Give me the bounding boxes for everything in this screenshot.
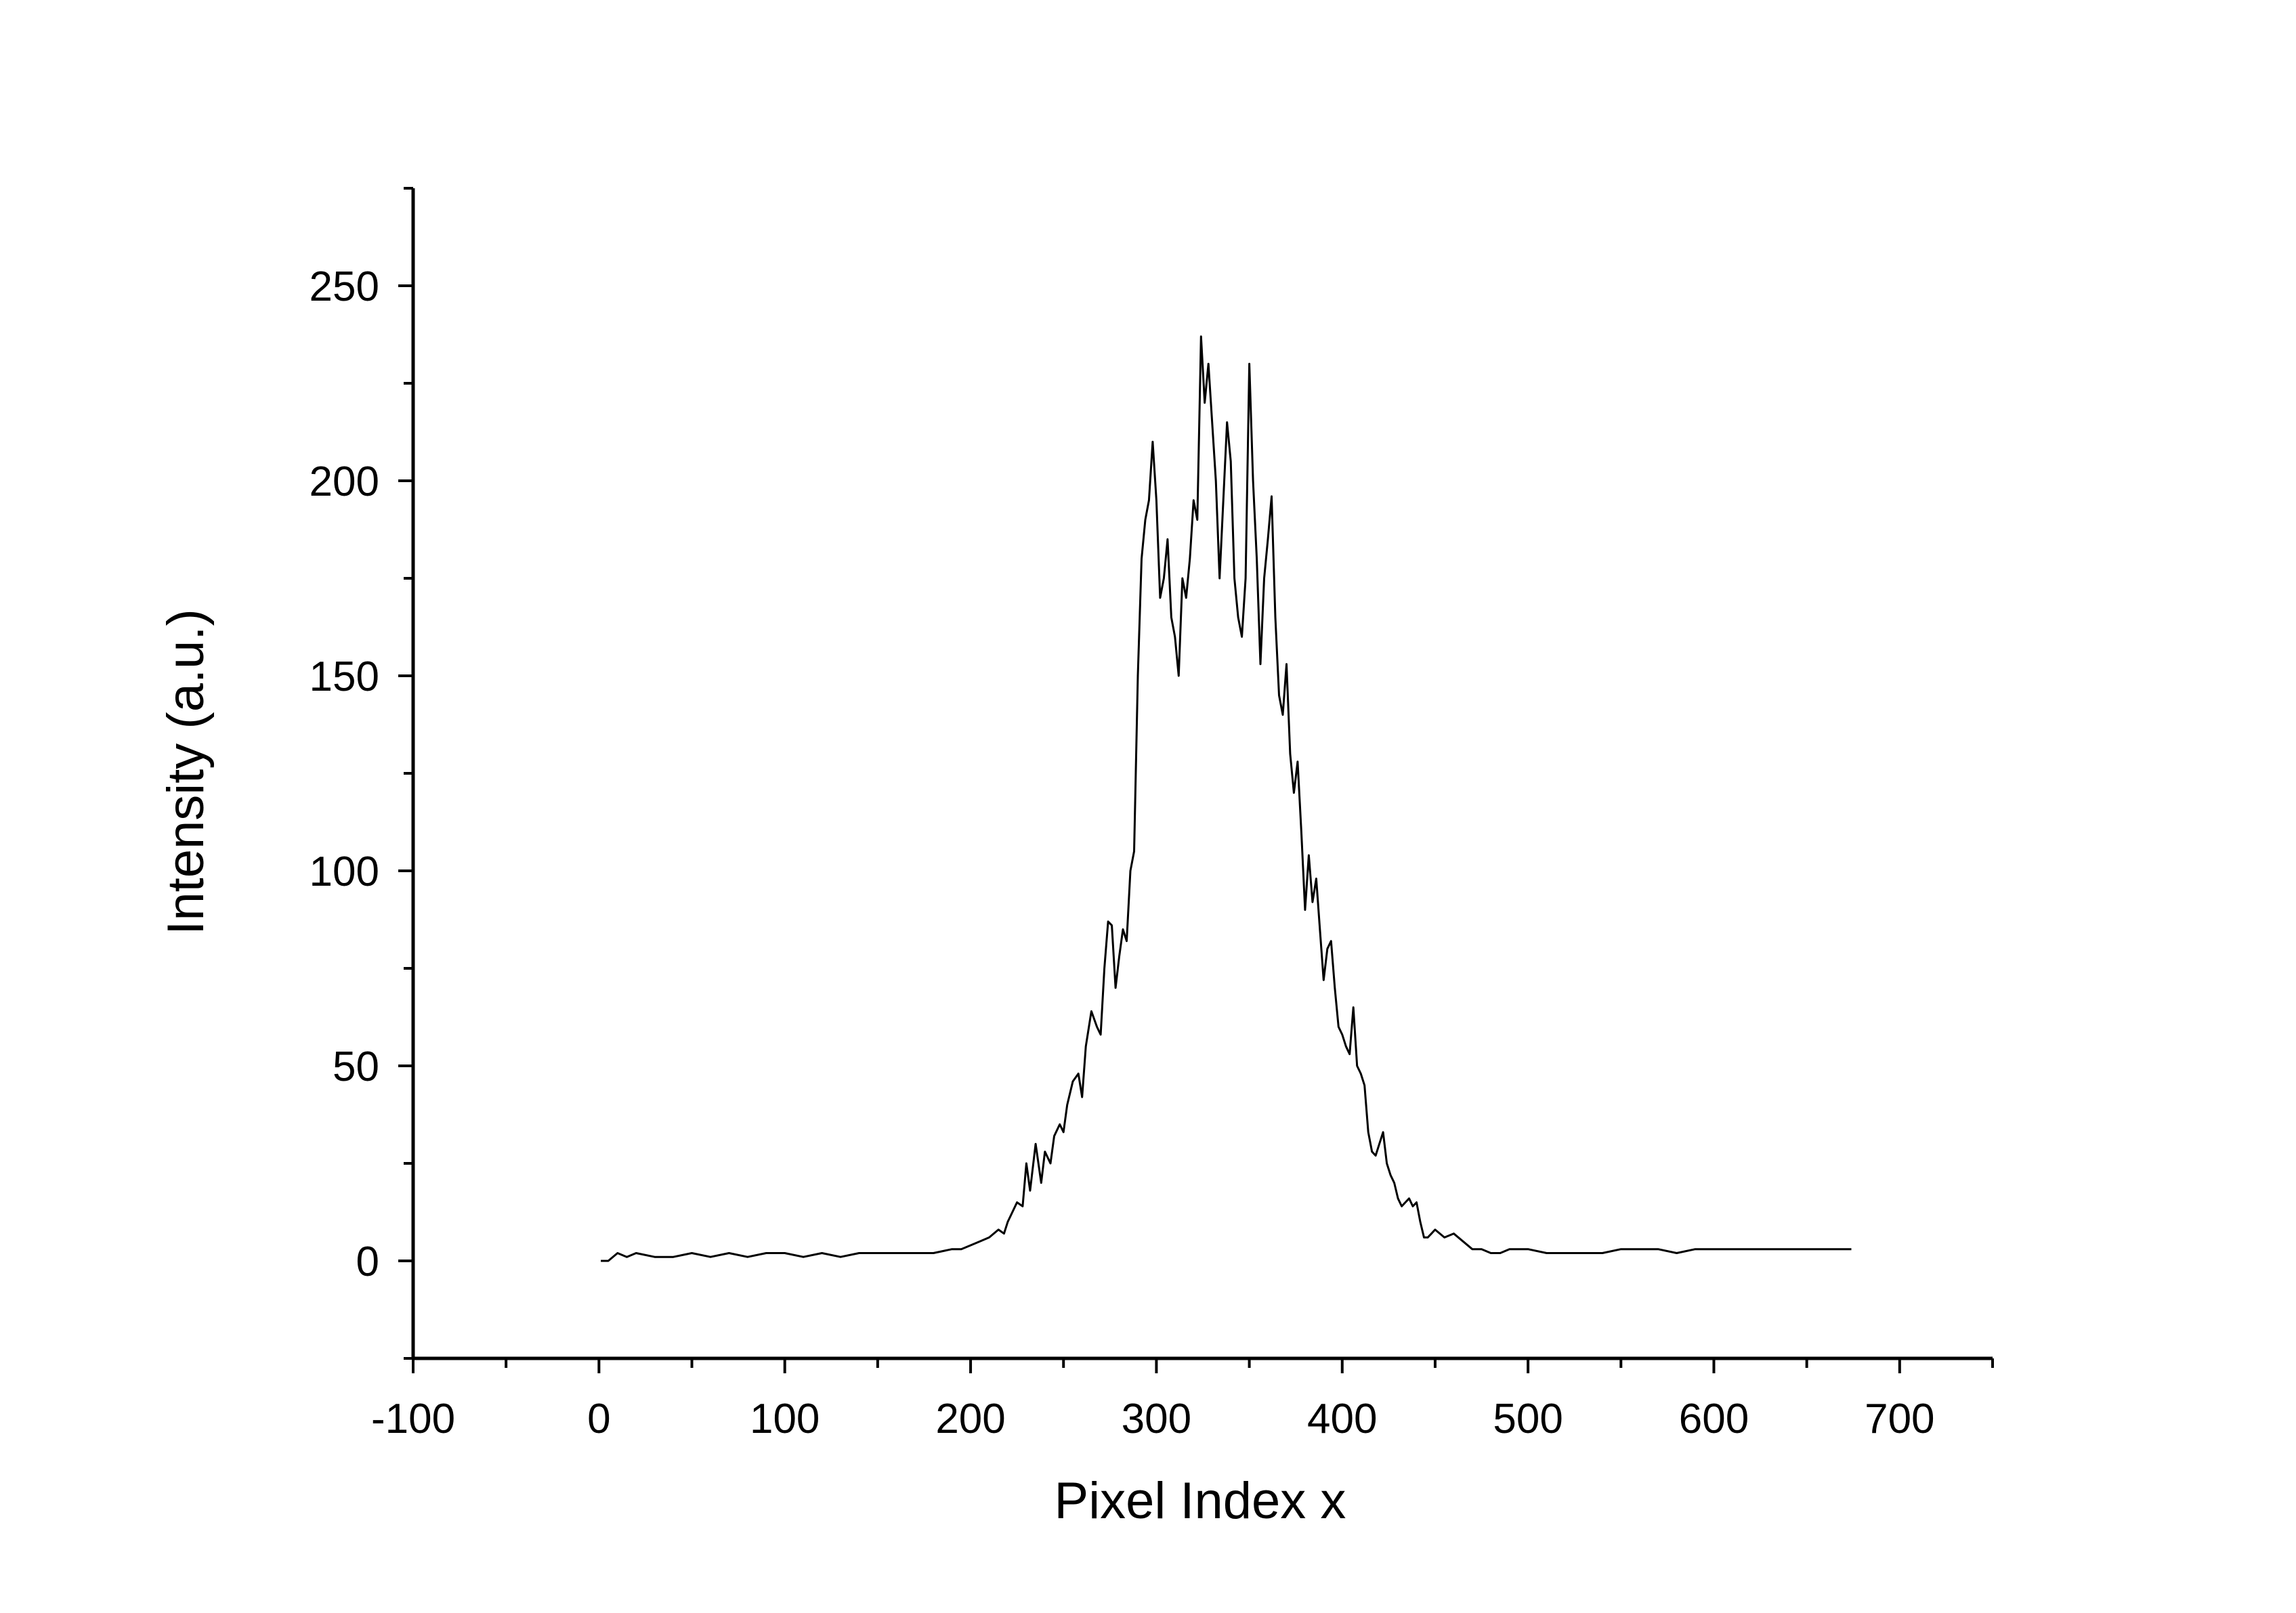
x-tick-labels: -100 0 100 200 300 400 500 600 700	[371, 1396, 1935, 1442]
x-tick-label: 700	[1865, 1396, 1934, 1442]
y-tick-label: 150	[310, 653, 379, 700]
y-tick-label: 200	[310, 458, 379, 505]
y-axis-title: Intensity (a.u.)	[157, 609, 215, 935]
minor-ticks	[404, 187, 1994, 1368]
y-tick-label: 100	[310, 848, 379, 895]
intensity-series-line	[601, 335, 1852, 1262]
x-tick-label: 100	[750, 1396, 820, 1442]
y-tick-label: 0	[356, 1239, 379, 1285]
x-tick-label: 500	[1493, 1396, 1562, 1442]
y-tick-labels: 0 50 100 150 200 250	[310, 263, 379, 1285]
y-tick-label: 50	[333, 1044, 379, 1090]
x-tick-label: 300	[1122, 1396, 1191, 1442]
x-tick-label: 400	[1307, 1396, 1377, 1442]
major-ticks	[398, 284, 1901, 1373]
y-tick-label: 250	[310, 263, 379, 310]
x-tick-label: 200	[935, 1396, 1005, 1442]
x-tick-label: -100	[371, 1396, 455, 1442]
x-tick-label: 600	[1679, 1396, 1749, 1442]
x-axis-title: Pixel Index x	[1055, 1472, 1346, 1530]
x-tick-label: 0	[587, 1396, 610, 1442]
